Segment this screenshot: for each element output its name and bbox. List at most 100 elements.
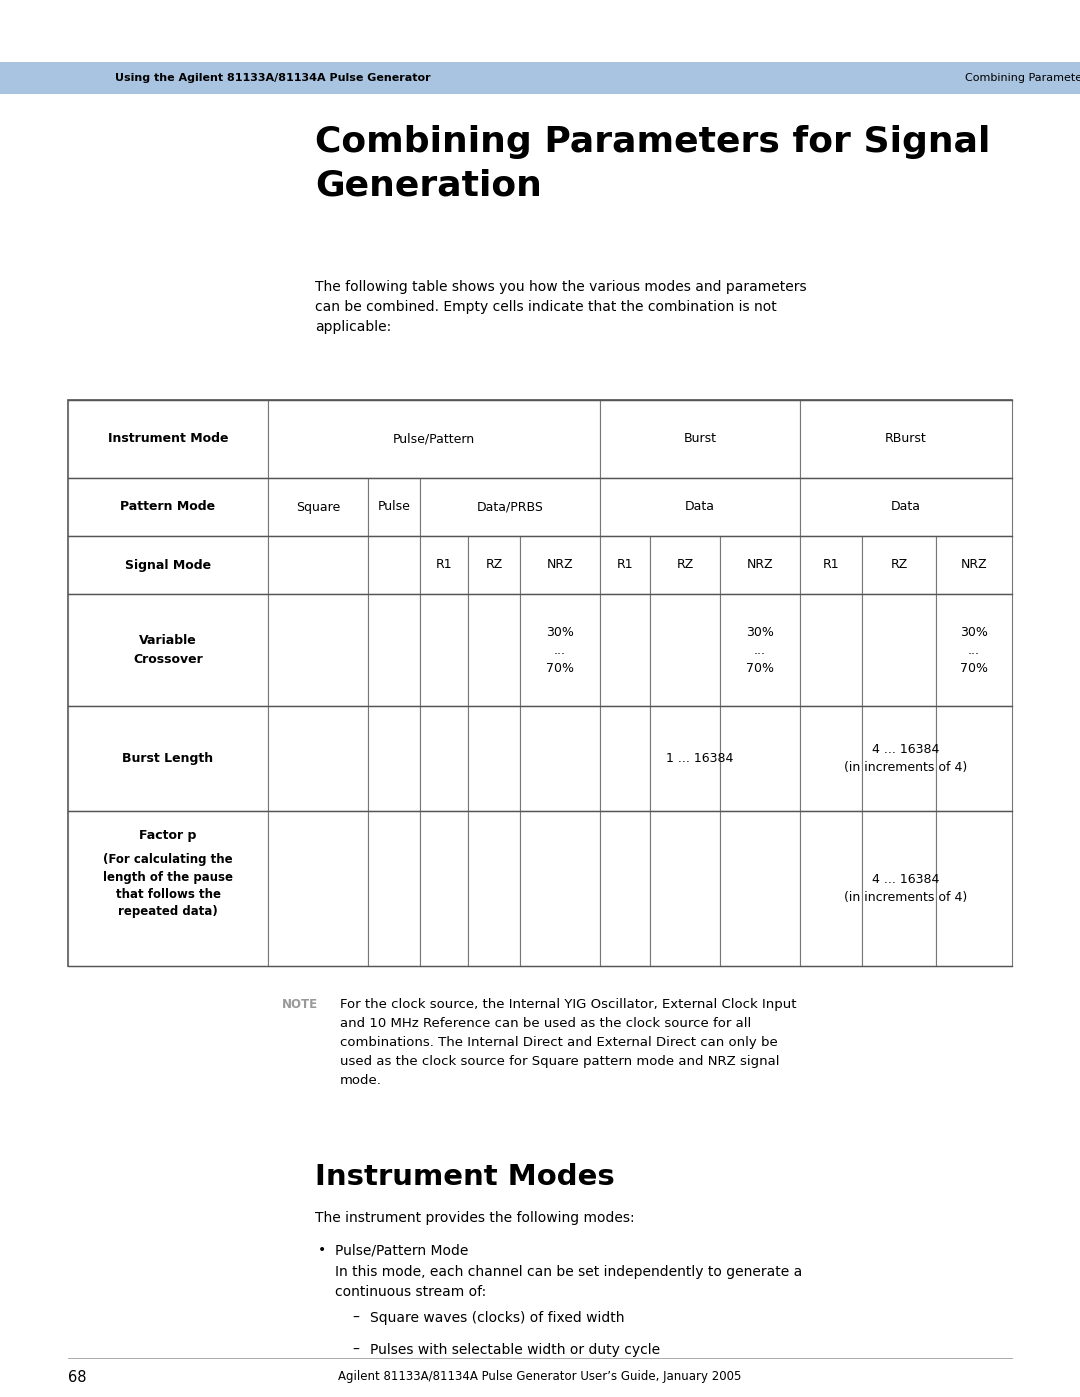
Text: RZ: RZ <box>676 559 693 571</box>
Bar <box>420 478 600 536</box>
Bar <box>800 400 1012 478</box>
Bar <box>268 400 600 478</box>
Text: Instrument Mode: Instrument Mode <box>108 433 228 446</box>
Bar <box>936 812 1012 965</box>
Bar <box>800 536 862 594</box>
Bar <box>936 594 1012 705</box>
Bar <box>800 594 862 705</box>
Text: 30%
...
70%: 30% ... 70% <box>960 626 988 675</box>
Text: Pulse/Pattern Mode: Pulse/Pattern Mode <box>335 1243 469 1257</box>
Text: 4 ... 16384
(in increments of 4): 4 ... 16384 (in increments of 4) <box>845 743 968 774</box>
Bar <box>68 536 268 594</box>
Bar <box>720 536 800 594</box>
Bar <box>368 536 420 594</box>
Bar <box>420 705 468 812</box>
Text: RZ: RZ <box>890 559 907 571</box>
Bar <box>650 705 720 812</box>
Bar <box>862 705 936 812</box>
Bar <box>68 705 268 812</box>
Text: 4 ... 16384
(in increments of 4): 4 ... 16384 (in increments of 4) <box>845 873 968 904</box>
Text: Data: Data <box>891 500 921 514</box>
Bar <box>862 536 936 594</box>
Text: R1: R1 <box>617 559 633 571</box>
Text: Signal Mode: Signal Mode <box>125 559 211 571</box>
Bar <box>519 536 600 594</box>
Text: NRZ: NRZ <box>746 559 773 571</box>
Text: Combining Parameters for Signal Generation: Combining Parameters for Signal Generati… <box>966 73 1080 82</box>
Bar <box>420 812 468 965</box>
Bar <box>368 594 420 705</box>
Text: 30%
...
70%: 30% ... 70% <box>746 626 774 675</box>
Bar <box>368 812 420 965</box>
Bar <box>420 536 468 594</box>
Bar <box>268 812 368 965</box>
Text: Instrument Modes: Instrument Modes <box>315 1162 615 1192</box>
Bar <box>519 594 600 705</box>
Bar <box>600 536 650 594</box>
Text: –: – <box>352 1310 359 1324</box>
Bar <box>68 812 268 965</box>
Bar <box>936 536 1012 594</box>
Text: Pulse: Pulse <box>378 500 410 514</box>
Bar <box>800 478 1012 536</box>
Text: RZ: RZ <box>485 559 502 571</box>
Bar <box>519 812 600 965</box>
Text: NOTE: NOTE <box>282 997 319 1011</box>
Bar <box>650 536 720 594</box>
Bar <box>600 594 650 705</box>
Bar <box>468 594 519 705</box>
Bar <box>468 705 519 812</box>
Bar <box>800 705 862 812</box>
Bar <box>268 705 368 812</box>
Text: Generation: Generation <box>315 168 542 203</box>
Text: The instrument provides the following modes:: The instrument provides the following mo… <box>315 1211 635 1225</box>
Bar <box>519 705 600 812</box>
Text: Agilent 81133A/81134A Pulse Generator User’s Guide, January 2005: Agilent 81133A/81134A Pulse Generator Us… <box>338 1370 742 1383</box>
Text: –: – <box>352 1343 359 1356</box>
Text: Pulses with selectable width or duty cycle: Pulses with selectable width or duty cyc… <box>370 1343 660 1356</box>
Text: Burst: Burst <box>684 433 716 446</box>
Text: 1 ... 16384: 1 ... 16384 <box>666 752 733 766</box>
Text: Square: Square <box>296 500 340 514</box>
Bar <box>368 705 420 812</box>
Text: NRZ: NRZ <box>546 559 573 571</box>
Bar <box>68 594 268 705</box>
Text: R1: R1 <box>435 559 453 571</box>
Bar <box>68 400 268 478</box>
Text: R1: R1 <box>823 559 839 571</box>
Bar <box>0 61 1080 94</box>
Text: Pulse/Pattern: Pulse/Pattern <box>393 433 475 446</box>
Bar <box>800 812 862 965</box>
Text: Using the Agilent 81133A/81134A Pulse Generator: Using the Agilent 81133A/81134A Pulse Ge… <box>114 73 431 82</box>
Bar <box>468 536 519 594</box>
Bar <box>368 478 420 536</box>
Bar <box>600 705 650 812</box>
Bar <box>268 478 368 536</box>
Bar <box>600 812 650 965</box>
Bar <box>468 812 519 965</box>
Text: Burst Length: Burst Length <box>122 752 214 766</box>
Bar <box>650 594 720 705</box>
Bar <box>600 400 800 478</box>
Text: NRZ: NRZ <box>961 559 987 571</box>
Bar <box>862 594 936 705</box>
Text: Pattern Mode: Pattern Mode <box>121 500 216 514</box>
Text: Factor p: Factor p <box>139 828 197 842</box>
Bar <box>720 705 800 812</box>
Bar <box>720 594 800 705</box>
Bar <box>268 536 368 594</box>
Bar <box>268 594 368 705</box>
Bar <box>600 478 800 536</box>
Bar <box>68 400 1012 965</box>
Bar <box>720 812 800 965</box>
Text: •: • <box>318 1243 326 1257</box>
Text: Data: Data <box>685 500 715 514</box>
Bar <box>420 594 468 705</box>
Bar <box>650 812 720 965</box>
Text: 68: 68 <box>68 1370 86 1384</box>
Text: Variable
Crossover: Variable Crossover <box>133 634 203 666</box>
Bar <box>936 705 1012 812</box>
Text: (For calculating the
length of the pause
that follows the
repeated data): (For calculating the length of the pause… <box>103 854 233 918</box>
Text: Combining Parameters for Signal: Combining Parameters for Signal <box>315 124 990 159</box>
Text: Data/PRBS: Data/PRBS <box>476 500 543 514</box>
